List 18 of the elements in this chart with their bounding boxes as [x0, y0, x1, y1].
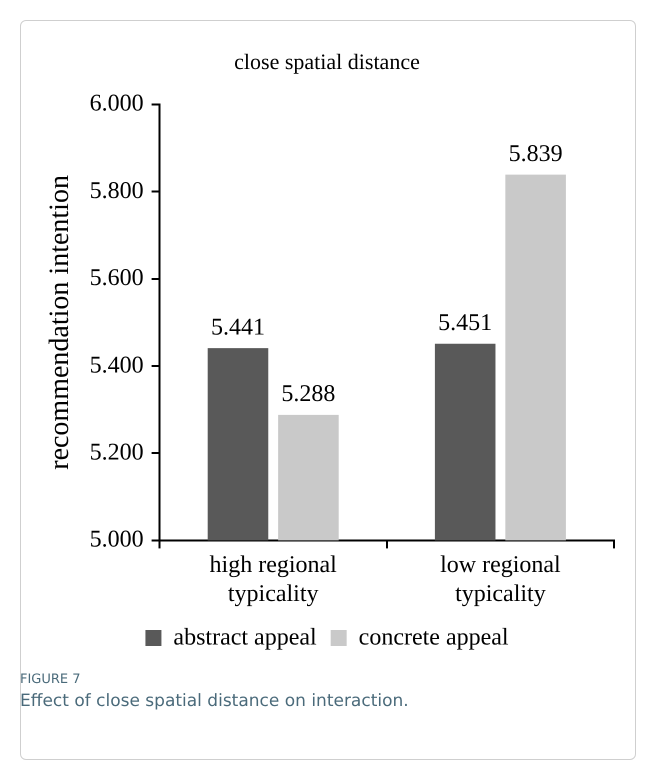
text: Effect of close spatial distance on interaction. — [20, 691, 409, 711]
y-tick-label: 5.600 — [90, 265, 144, 292]
y-tick-label: 5.200 — [90, 439, 144, 466]
data-label: 5.451 — [438, 310, 492, 336]
y-tick-label: 6.000 — [90, 90, 144, 117]
y-tick-label: 5.400 — [90, 352, 144, 378]
caption: FIGURE 7 — [20, 672, 82, 687]
y-axis-title: recommendation intention — [44, 175, 76, 470]
x-tick-label: high regional typicality — [210, 552, 338, 607]
legend-label: concrete appeal — [358, 624, 509, 650]
data-label: 5.441 — [210, 314, 265, 340]
data-label: 5.839 — [508, 140, 563, 167]
legend-label: abstract appeal — [173, 624, 318, 650]
chart-title: close spatial distance — [234, 48, 420, 74]
x-tick-label: low regional typicality — [440, 552, 562, 607]
data-label: 5.288 — [281, 381, 336, 408]
y-tick-label: 5.000 — [90, 526, 144, 553]
y-tick-label: 5.800 — [90, 178, 144, 204]
